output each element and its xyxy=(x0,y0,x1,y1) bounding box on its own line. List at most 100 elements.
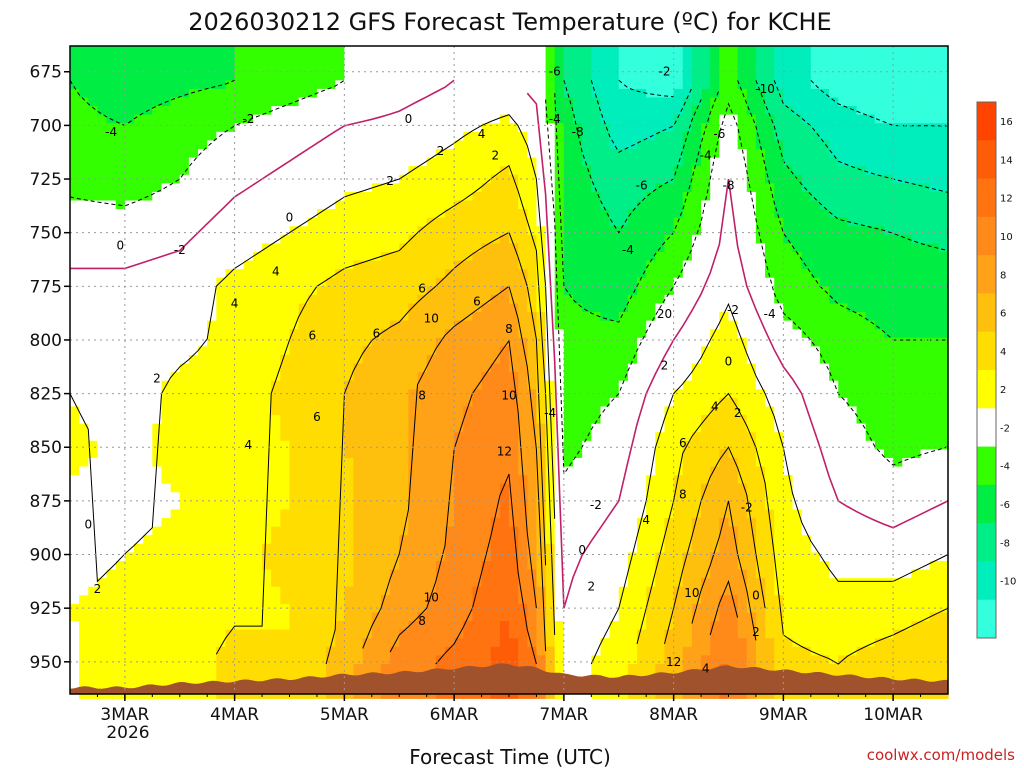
heatmap-cell xyxy=(152,114,163,124)
heatmap-cell xyxy=(152,200,163,210)
heatmap-cell xyxy=(591,483,602,493)
heatmap-cell xyxy=(198,466,208,476)
heatmap-cell xyxy=(637,277,647,287)
heatmap-cell xyxy=(97,148,108,159)
heatmap-cell xyxy=(225,603,236,614)
heatmap-cell xyxy=(655,612,666,622)
heatmap-cell xyxy=(262,166,272,176)
heatmap-cell xyxy=(472,269,483,279)
heatmap-cell xyxy=(243,457,254,468)
heatmap-cell xyxy=(262,251,272,262)
heatmap-cell xyxy=(646,363,656,373)
heatmap-cell xyxy=(509,106,519,116)
heatmap-cell xyxy=(271,251,281,262)
heatmap-cell xyxy=(326,123,336,133)
heatmap-cell xyxy=(207,389,217,399)
heatmap-cell xyxy=(225,337,236,347)
heatmap-cell xyxy=(124,681,135,691)
heatmap-cell xyxy=(582,243,592,253)
heatmap-cell xyxy=(143,655,153,665)
heatmap-cell xyxy=(143,423,153,433)
heatmap-cell xyxy=(499,586,510,596)
heatmap-cell xyxy=(124,389,135,399)
heatmap-cell xyxy=(408,260,419,270)
heatmap-cell xyxy=(463,131,474,142)
heatmap-cell xyxy=(289,140,300,150)
heatmap-cell xyxy=(609,303,620,313)
heatmap-cell xyxy=(161,655,172,665)
heatmap-cell xyxy=(298,363,309,373)
heatmap-cell xyxy=(472,638,483,648)
heatmap-cell xyxy=(335,312,345,322)
heatmap-cell xyxy=(170,260,181,270)
heatmap-cell xyxy=(344,312,355,322)
heatmap-cell xyxy=(435,655,446,665)
heatmap-cell xyxy=(88,663,99,674)
heatmap-cell xyxy=(399,535,409,545)
heatmap-cell xyxy=(344,552,355,562)
heatmap-cell xyxy=(143,88,153,99)
heatmap-cell xyxy=(609,535,620,545)
heatmap-cell xyxy=(225,629,236,639)
heatmap-cell xyxy=(591,46,602,56)
heatmap-cell xyxy=(417,200,428,210)
heatmap-cell xyxy=(490,646,501,656)
heatmap-cell xyxy=(188,97,199,107)
heatmap-cell xyxy=(298,629,309,639)
heatmap-cell xyxy=(161,457,172,468)
heatmap-cell xyxy=(225,363,236,373)
heatmap-cell xyxy=(115,578,126,588)
heatmap-cell xyxy=(545,543,556,553)
heatmap-cell xyxy=(152,183,163,193)
heatmap-cell xyxy=(143,475,153,485)
heatmap-cell xyxy=(600,655,611,665)
heatmap-cell xyxy=(655,234,666,244)
heatmap-cell xyxy=(134,106,144,116)
heatmap-cell xyxy=(573,269,583,279)
heatmap-cell xyxy=(252,123,263,133)
heatmap-cell xyxy=(627,286,638,296)
heatmap-cell xyxy=(216,106,227,116)
heatmap-cell xyxy=(554,217,565,227)
heatmap-cell xyxy=(463,46,474,56)
heatmap-cell xyxy=(499,183,510,193)
heatmap-cell xyxy=(207,466,217,476)
heatmap-cell xyxy=(97,337,108,347)
heatmap-cell xyxy=(243,217,254,227)
heatmap-cell xyxy=(463,337,474,347)
heatmap-cell xyxy=(170,578,181,588)
heatmap-cell xyxy=(582,191,592,202)
heatmap-cell xyxy=(252,251,263,262)
heatmap-cell xyxy=(252,320,263,330)
heatmap-cell xyxy=(216,397,227,408)
heatmap-cell xyxy=(280,629,291,639)
heatmap-cell xyxy=(573,88,583,99)
heatmap-cell xyxy=(536,251,547,262)
heatmap-cell xyxy=(509,415,519,425)
heatmap-cell xyxy=(481,269,492,279)
heatmap-cell xyxy=(454,526,464,536)
heatmap-cell xyxy=(518,603,528,614)
heatmap-cell xyxy=(582,346,592,356)
heatmap-cell xyxy=(573,466,583,476)
heatmap-cell xyxy=(417,595,428,605)
heatmap-cell xyxy=(298,415,309,425)
heatmap-cell xyxy=(188,140,199,150)
heatmap-cell xyxy=(307,106,318,116)
heatmap-cell xyxy=(152,337,163,347)
heatmap-cell xyxy=(134,286,144,296)
heatmap-cell xyxy=(252,509,263,519)
heatmap-cell xyxy=(362,466,373,476)
heatmap-cell xyxy=(106,251,117,262)
heatmap-cell xyxy=(426,294,437,305)
heatmap-cell xyxy=(298,354,309,365)
heatmap-cell xyxy=(591,148,602,159)
heatmap-cell xyxy=(70,148,80,159)
heatmap-cell xyxy=(307,457,318,468)
heatmap-cell xyxy=(609,552,620,562)
heatmap-cell xyxy=(97,415,108,425)
heatmap-cell xyxy=(298,535,309,545)
heatmap-cell xyxy=(655,526,666,536)
heatmap-cell xyxy=(646,483,656,493)
heatmap-cell xyxy=(298,114,309,124)
